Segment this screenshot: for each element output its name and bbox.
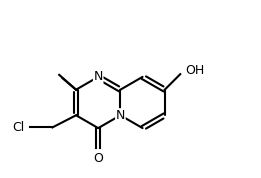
- Text: OH: OH: [185, 64, 204, 77]
- Text: N: N: [93, 70, 103, 83]
- Text: Cl: Cl: [13, 121, 25, 134]
- Text: O: O: [93, 152, 103, 165]
- Text: N: N: [116, 109, 125, 122]
